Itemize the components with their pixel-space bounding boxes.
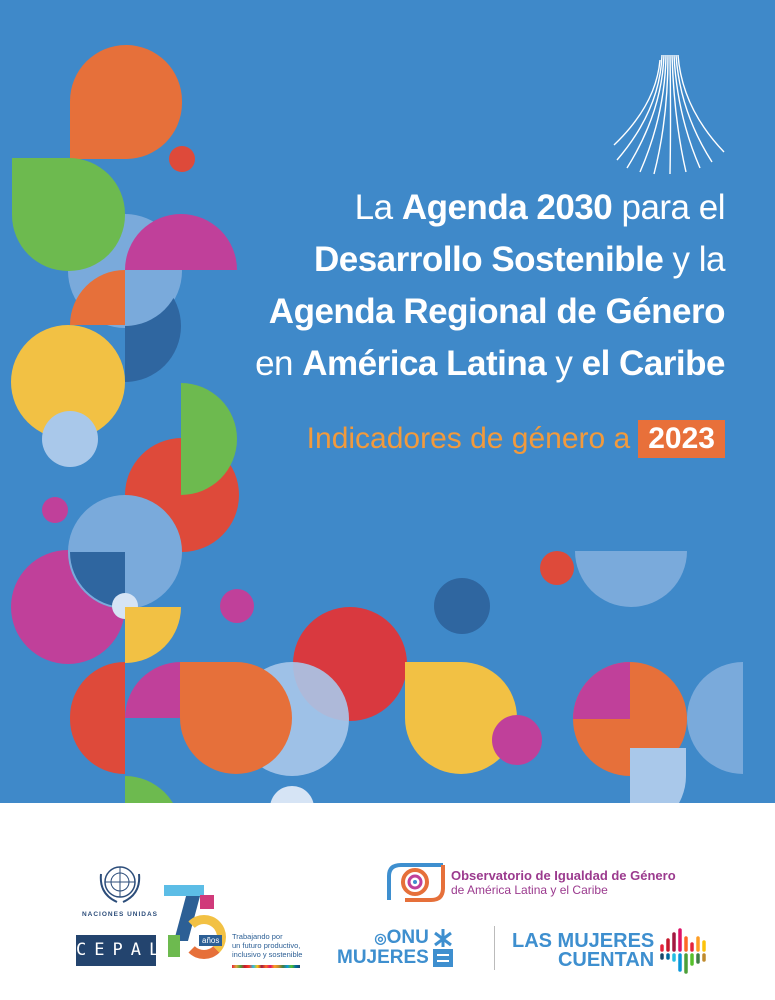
agenda-rays-icon <box>613 54 725 175</box>
magenta-dot-shape-2 <box>220 589 254 623</box>
title-line-3: Agenda Regional de Género <box>268 292 726 331</box>
title-line-1: La Agenda 2030 para el <box>354 188 726 227</box>
un-logo: Naciones Unidas <box>75 862 165 918</box>
bars-graphic-icon <box>660 928 706 974</box>
observatorio-eye-icon <box>387 863 445 902</box>
lightblue-half-shape-2 <box>687 662 743 774</box>
cepal-75-anniversary-logo: 75 años Trabajando por un futuro product… <box>162 885 307 970</box>
lightblue-quarter-shape-2 <box>630 748 686 803</box>
onu-mujeres-symbol-icon <box>432 928 453 967</box>
magenta-dot-shape <box>42 497 68 523</box>
yellow-quarter-shape <box>125 607 181 663</box>
title-line-2: Desarrollo Sostenible y la <box>313 240 726 279</box>
lightblue-small-circle-shape <box>42 411 98 467</box>
green-quarter-shape <box>125 776 181 803</box>
las-mujeres-cuentan-logo: LAS MUJERES CUENTAN <box>512 928 711 974</box>
logo-divider <box>494 926 495 970</box>
un-globe-icon: ◎ <box>374 930 387 946</box>
document-subtitle: Indicadores de género a 2023 <box>307 420 725 458</box>
red-dot-shape-2 <box>540 551 574 585</box>
cepal-logo: CEPAL <box>76 935 159 966</box>
subtitle-year-badge: 2023 <box>638 420 725 458</box>
document-title: La Agenda 2030 para el Desarrollo Sosten… <box>255 182 725 390</box>
un-emblem-icon <box>99 866 141 903</box>
number-75-graphic <box>162 885 226 965</box>
magenta-quarter-shape-2 <box>573 662 630 719</box>
magenta-quarter-shape <box>125 662 181 718</box>
red-half-shape <box>70 662 125 774</box>
sdg-color-strip <box>232 965 300 968</box>
magenta-dot-shape-3 <box>492 715 542 765</box>
cover-art: La Agenda 2030 para el Desarrollo Sosten… <box>0 0 775 803</box>
red-dot-shape <box>169 146 195 172</box>
green-drop-shape <box>12 158 125 271</box>
title-line-4: en América Latina y el Caribe <box>255 344 725 383</box>
subtitle-text: Indicadores de género a <box>306 422 631 455</box>
pale-circle-shape <box>270 786 314 803</box>
orange-drop-shape <box>70 45 182 159</box>
observatorio-logo: Observatorio de Igualdad de Género de Am… <box>385 862 676 902</box>
orange-drop-shape-2 <box>180 662 292 774</box>
darkblue-circle-shape <box>434 578 490 634</box>
onu-mujeres-logo: ◎ONU MUJERES <box>337 928 453 967</box>
lightblue-half-shape <box>575 551 687 607</box>
